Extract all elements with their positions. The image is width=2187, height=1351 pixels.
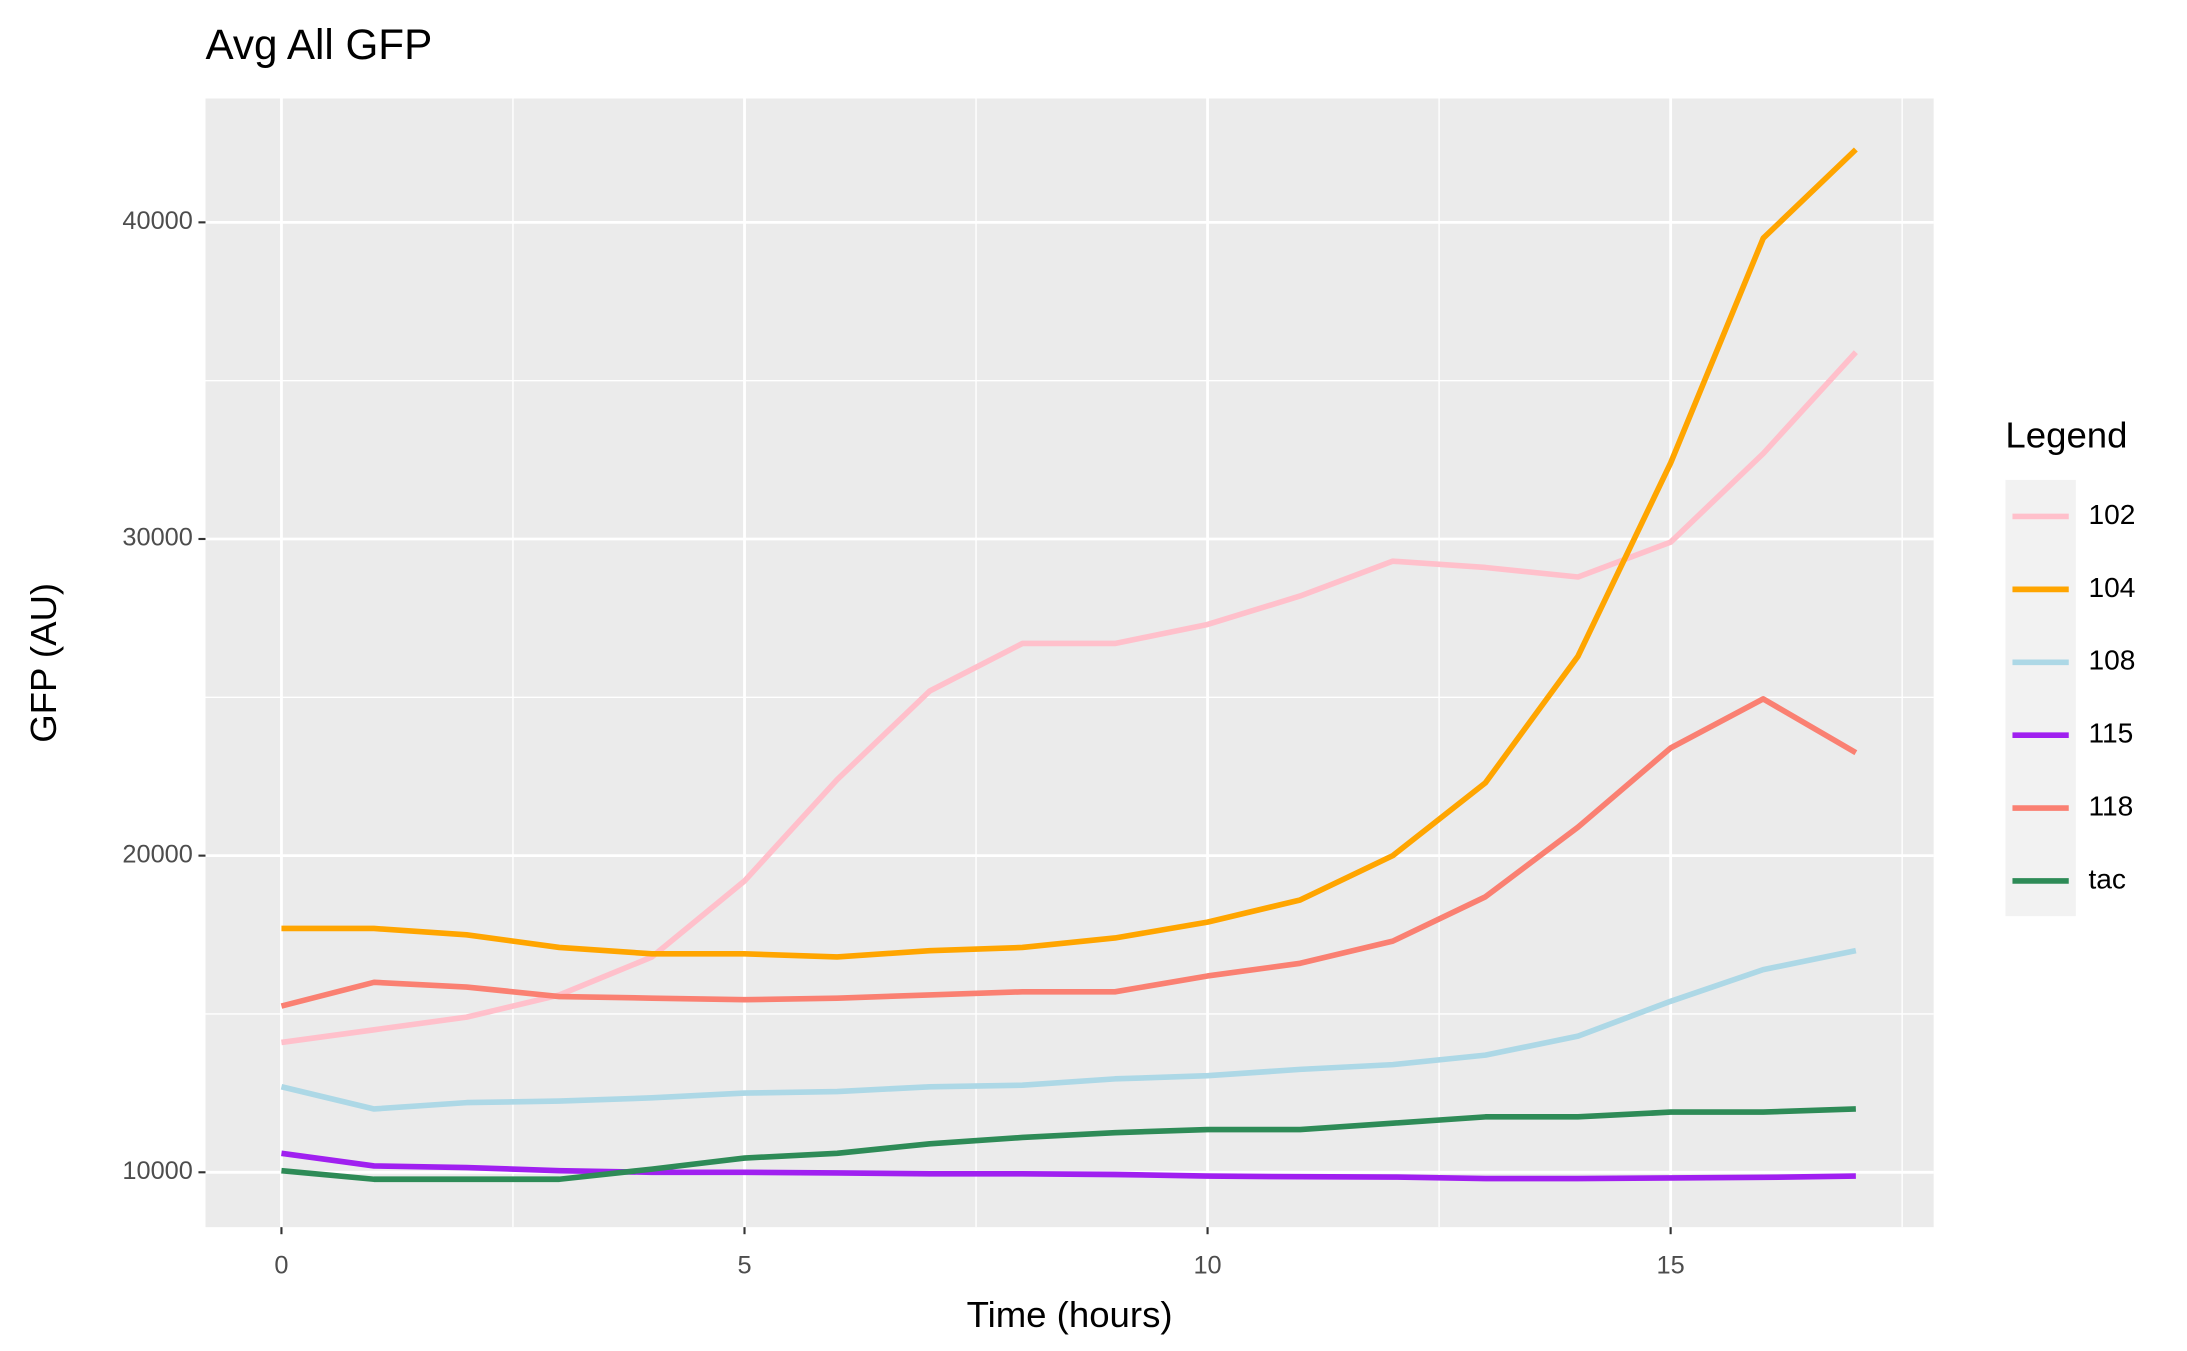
y-tick-label: 20000 <box>122 840 192 868</box>
x-tick-label: 15 <box>1657 1251 1685 1279</box>
legend-label: 102 <box>2088 499 2135 530</box>
legend-label: 115 <box>2088 718 2133 749</box>
x-axis-title: Time (hours) <box>967 1294 1173 1335</box>
legend-label: tac <box>2088 863 2126 894</box>
series-line <box>281 1106 1856 1183</box>
y-tick-label: 10000 <box>122 1157 192 1185</box>
legend-title: Legend <box>2005 414 2127 455</box>
panel <box>205 98 1934 1228</box>
x-tick-label: 10 <box>1193 1251 1221 1279</box>
x-tick-label: 0 <box>274 1251 288 1279</box>
legend-label: 118 <box>2088 791 2133 822</box>
legend-label: 104 <box>2088 572 2135 603</box>
x-tick-label: 5 <box>737 1251 751 1279</box>
legend-label: 108 <box>2088 645 2135 676</box>
chart-title: Avg All GFP <box>205 21 432 68</box>
y-axis-title: GFP (AU) <box>23 583 64 743</box>
series-line <box>281 147 1858 960</box>
series-line <box>280 947 1857 1112</box>
legend-key-bg <box>2005 479 2076 917</box>
y-tick-label: 40000 <box>122 207 192 235</box>
series-line <box>281 1150 1856 1182</box>
series-line <box>280 696 1858 1009</box>
series-line <box>281 350 1858 1046</box>
y-tick-label: 30000 <box>122 524 192 552</box>
